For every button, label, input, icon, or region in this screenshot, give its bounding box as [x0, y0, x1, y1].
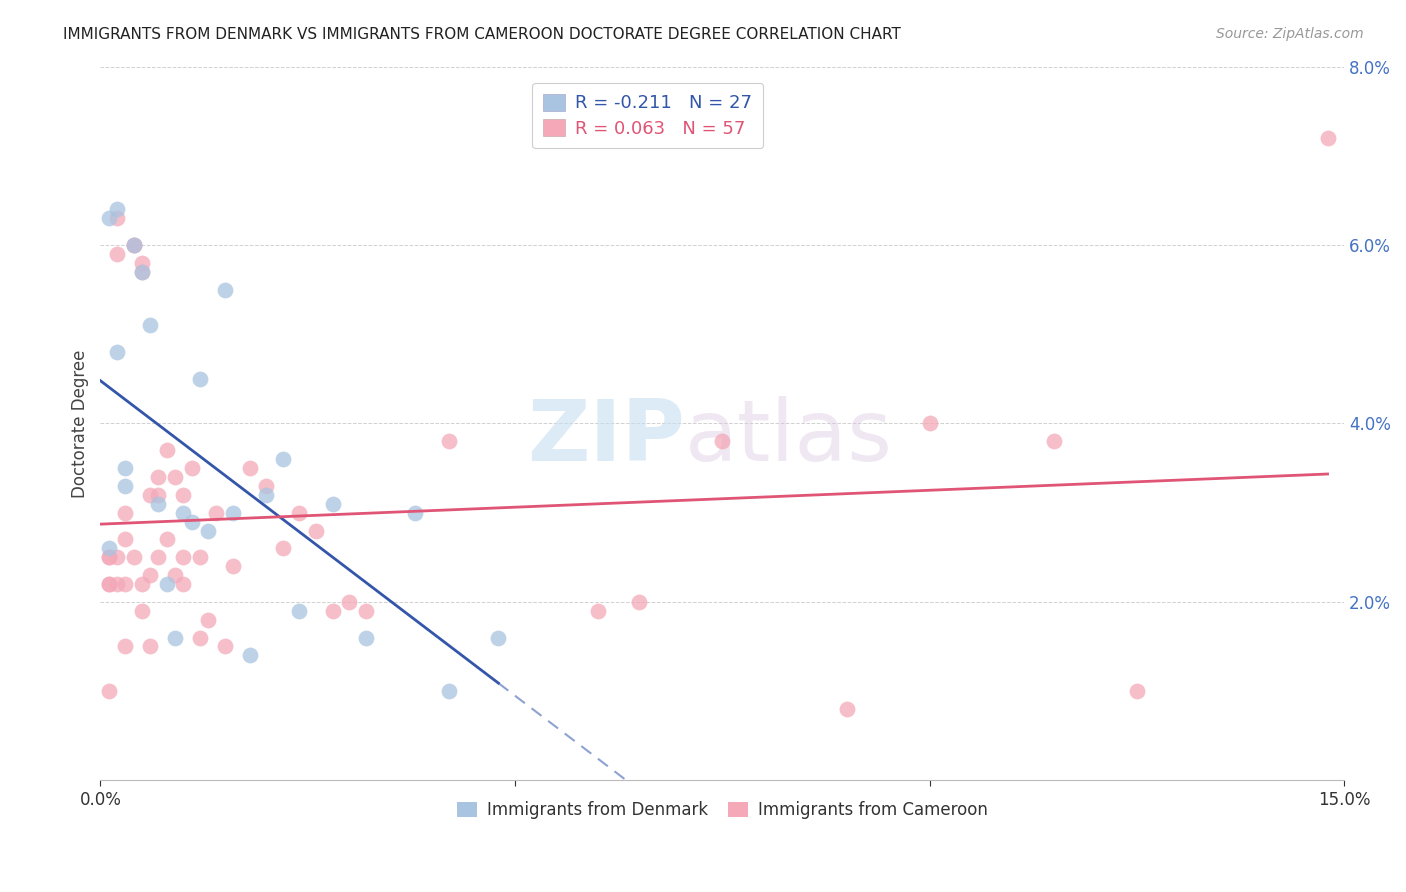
- Point: [437, 684, 460, 698]
- Point: [437, 434, 460, 449]
- Point: [105, 211, 128, 226]
- Y-axis label: Doctorate Degree: Doctorate Degree: [72, 350, 89, 498]
- Point: [105, 202, 128, 217]
- Point: [288, 506, 311, 520]
- Point: [148, 497, 170, 511]
- Point: [163, 631, 186, 645]
- Point: [122, 238, 145, 252]
- Point: [337, 595, 360, 609]
- Point: [97, 211, 120, 226]
- Point: [214, 283, 236, 297]
- Point: [97, 550, 120, 565]
- Point: [239, 648, 262, 663]
- Point: [172, 488, 194, 502]
- Point: [131, 577, 153, 591]
- Point: [97, 577, 120, 591]
- Point: [97, 577, 120, 591]
- Point: [172, 577, 194, 591]
- Point: [305, 524, 328, 538]
- Point: [628, 595, 651, 609]
- Point: [404, 506, 426, 520]
- Point: [114, 506, 136, 520]
- Point: [156, 533, 179, 547]
- Point: [97, 541, 120, 556]
- Point: [163, 470, 186, 484]
- Text: IMMIGRANTS FROM DENMARK VS IMMIGRANTS FROM CAMEROON DOCTORATE DEGREE CORRELATION: IMMIGRANTS FROM DENMARK VS IMMIGRANTS FR…: [63, 27, 901, 42]
- Point: [239, 461, 262, 475]
- Point: [271, 541, 294, 556]
- Point: [1043, 434, 1066, 449]
- Point: [148, 488, 170, 502]
- Point: [172, 506, 194, 520]
- Point: [131, 265, 153, 279]
- Point: [163, 568, 186, 582]
- Point: [180, 461, 202, 475]
- Point: [918, 417, 941, 431]
- Point: [1126, 684, 1149, 698]
- Point: [835, 702, 858, 716]
- Point: [205, 506, 228, 520]
- Point: [114, 479, 136, 493]
- Point: [122, 238, 145, 252]
- Point: [131, 265, 153, 279]
- Point: [586, 604, 609, 618]
- Point: [354, 604, 377, 618]
- Text: atlas: atlas: [685, 396, 893, 479]
- Point: [254, 479, 277, 493]
- Point: [271, 452, 294, 467]
- Point: [148, 550, 170, 565]
- Point: [131, 256, 153, 270]
- Point: [197, 524, 219, 538]
- Point: [139, 488, 162, 502]
- Point: [288, 604, 311, 618]
- Point: [139, 318, 162, 333]
- Point: [197, 613, 219, 627]
- Text: ZIP: ZIP: [527, 396, 685, 479]
- Point: [322, 497, 344, 511]
- Point: [114, 461, 136, 475]
- Point: [105, 550, 128, 565]
- Point: [180, 515, 202, 529]
- Point: [122, 550, 145, 565]
- Point: [188, 631, 211, 645]
- Point: [139, 568, 162, 582]
- Point: [222, 559, 245, 574]
- Point: [254, 488, 277, 502]
- Point: [214, 640, 236, 654]
- Point: [97, 684, 120, 698]
- Point: [114, 640, 136, 654]
- Point: [1316, 131, 1339, 145]
- Point: [114, 533, 136, 547]
- Point: [172, 550, 194, 565]
- Point: [122, 238, 145, 252]
- Point: [105, 247, 128, 261]
- Point: [105, 577, 128, 591]
- Point: [188, 372, 211, 386]
- Point: [354, 631, 377, 645]
- Point: [156, 443, 179, 458]
- Point: [156, 577, 179, 591]
- Legend: Immigrants from Denmark, Immigrants from Cameroon: Immigrants from Denmark, Immigrants from…: [450, 794, 994, 825]
- Point: [131, 604, 153, 618]
- Point: [139, 640, 162, 654]
- Point: [148, 470, 170, 484]
- Point: [114, 577, 136, 591]
- Point: [486, 631, 509, 645]
- Text: Source: ZipAtlas.com: Source: ZipAtlas.com: [1216, 27, 1364, 41]
- Point: [222, 506, 245, 520]
- Point: [97, 550, 120, 565]
- Point: [105, 345, 128, 359]
- Point: [188, 550, 211, 565]
- Point: [322, 604, 344, 618]
- Point: [711, 434, 734, 449]
